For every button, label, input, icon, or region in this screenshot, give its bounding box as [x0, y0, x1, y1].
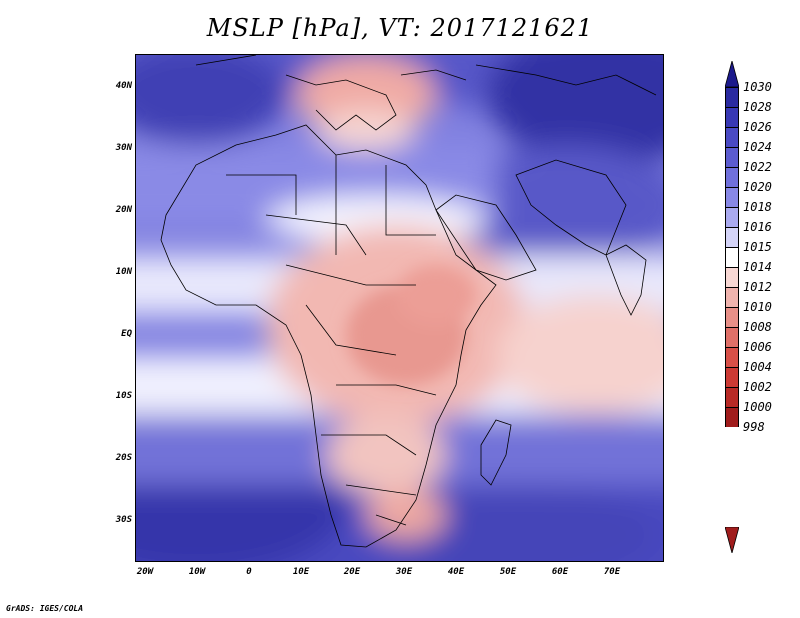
lat-label-40n: 40N — [115, 81, 132, 91]
chart-title: MSLP [hPa], VT: 2017121621 — [206, 14, 594, 42]
map-canvas — [136, 55, 663, 561]
lat-label-10s: 10S — [115, 391, 132, 401]
colorbar-segment — [725, 227, 739, 247]
lon-label-70e: 70E — [603, 567, 621, 577]
colorbar-tick-label: 998 — [743, 420, 765, 434]
colorbar-tick-label: 1014 — [743, 260, 772, 274]
colorbar-segment — [725, 207, 739, 227]
colorbar-segment — [725, 287, 739, 307]
colorbar-tick-label: 1018 — [743, 200, 772, 214]
colorbar-tick-label: 1020 — [743, 180, 772, 194]
coastlines — [160, 55, 657, 548]
lon-label-10e: 10E — [292, 567, 310, 577]
colorbar-top-arrow-fill — [725, 61, 739, 87]
lat-label-eq: EQ — [121, 329, 132, 339]
colorbar-segment — [725, 147, 739, 167]
pressure-map — [135, 54, 664, 562]
colorbar-tick-label: 1004 — [743, 360, 772, 374]
lon-label-0: 0 — [246, 567, 252, 577]
colorbar-segment — [725, 127, 739, 147]
pressure-field — [136, 55, 663, 561]
colorbar-tick-label: 1022 — [743, 160, 772, 174]
colorbar-segment — [725, 247, 739, 267]
colorbar-segment — [725, 107, 739, 127]
colorbar-tick-label: 1000 — [743, 400, 772, 414]
colorbar-tick-label: 1008 — [743, 320, 772, 334]
lon-label-20w: 20W — [136, 567, 154, 577]
lon-label-10w: 10W — [188, 567, 206, 577]
lat-label-20n: 20N — [115, 205, 132, 215]
colorbar-segment — [725, 87, 739, 107]
colorbar-segment — [725, 367, 739, 387]
colorbar-tick-label: 1016 — [743, 220, 772, 234]
colorbar-tick-label: 1030 — [743, 80, 772, 94]
colorbar-top-arrow — [725, 61, 739, 87]
lat-label-20s: 20S — [115, 453, 132, 463]
colorbar-segment — [725, 187, 739, 207]
lon-label-20e: 20E — [343, 567, 361, 577]
grads-credit: GrADS: IGES/COLA — [6, 604, 84, 613]
lat-label-30s: 30S — [115, 515, 132, 525]
colorbar-tick-label: 1010 — [743, 300, 772, 314]
colorbar-tick-label: 1024 — [743, 140, 772, 154]
lon-label-50e: 50E — [499, 567, 517, 577]
colorbar-segment — [725, 327, 739, 347]
lat-label-10n: 10N — [115, 267, 132, 277]
colorbar-segment — [725, 347, 739, 367]
colorbar-segment — [725, 387, 739, 407]
colorbar-segment — [725, 307, 739, 327]
colorbar-tick-label: 1002 — [743, 380, 772, 394]
lat-label-30n: 30N — [115, 143, 132, 153]
colorbar-segment — [725, 267, 739, 287]
colorbar-bottom-arrow-fill — [725, 527, 739, 553]
colorbar-tick-label: 1026 — [743, 120, 772, 134]
colorbar-tick-label: 1028 — [743, 100, 772, 114]
colorbar-bottom-arrow — [725, 527, 739, 553]
lon-label-60e: 60E — [551, 567, 569, 577]
lon-label-30e: 30E — [395, 567, 413, 577]
colorbar-segment — [725, 167, 739, 187]
pressure-minima — [346, 265, 476, 385]
colorbar-segment — [725, 407, 739, 427]
lon-label-40e: 40E — [447, 567, 465, 577]
colorbar-tick-label: 1012 — [743, 280, 772, 294]
colorbar-tick-label: 1006 — [743, 340, 772, 354]
colorbar-tick-label: 1015 — [743, 240, 772, 254]
